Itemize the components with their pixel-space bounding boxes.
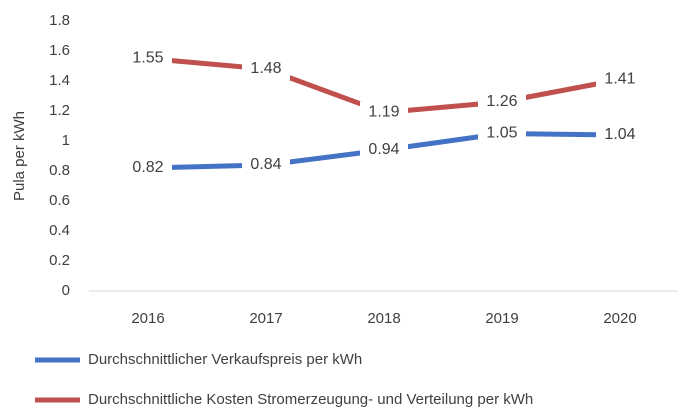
data-label: 1.41 <box>604 71 635 88</box>
y-tick-label: 1.8 <box>49 12 70 29</box>
data-label-bg <box>478 122 526 145</box>
data-label: 1.26 <box>486 93 517 110</box>
data-label-bg <box>124 47 172 70</box>
data-label: 1.55 <box>132 50 163 67</box>
data-label: 1.19 <box>368 104 399 121</box>
legend-label: Durchschnittlicher Verkaufspreis per kWh <box>88 351 362 368</box>
y-tick-label: 0.6 <box>49 192 70 209</box>
data-label-bg <box>478 91 526 113</box>
data-label: 0.82 <box>132 159 163 176</box>
data-label-bg <box>360 139 408 161</box>
x-tick-label: 2019 <box>485 310 518 327</box>
data-label: 1.04 <box>604 126 635 143</box>
data-label-bg <box>596 124 644 146</box>
data-label: 0.84 <box>250 156 281 173</box>
y-tick-label: 1.6 <box>49 42 70 59</box>
y-tick-label: 1.2 <box>49 102 70 119</box>
x-tick-label: 2020 <box>603 310 636 327</box>
data-label-bg <box>360 101 408 124</box>
x-tick-label: 2018 <box>367 310 400 327</box>
data-label: 1.48 <box>250 60 281 77</box>
y-tick-label: 0.2 <box>49 252 70 269</box>
data-label: 0.94 <box>368 141 399 158</box>
data-label-bg <box>242 154 290 176</box>
y-tick-label: 1 <box>62 132 70 149</box>
x-tick-label: 2017 <box>249 310 282 327</box>
y-tick-label: 0 <box>62 282 70 299</box>
data-label-bg <box>242 58 290 80</box>
x-tick-label: 2016 <box>131 310 164 327</box>
data-label-bg <box>124 157 172 179</box>
y-tick-label: 1.4 <box>49 72 70 89</box>
y-tick-label: 0.4 <box>49 222 70 239</box>
legend-label: Durchschnittliche Kosten Stromerzeugung-… <box>88 391 533 408</box>
data-label-bg <box>596 68 644 91</box>
y-axis-label: Pula per kWh <box>11 111 28 201</box>
data-label: 1.05 <box>486 125 517 142</box>
y-tick-label: 0.8 <box>49 162 70 179</box>
